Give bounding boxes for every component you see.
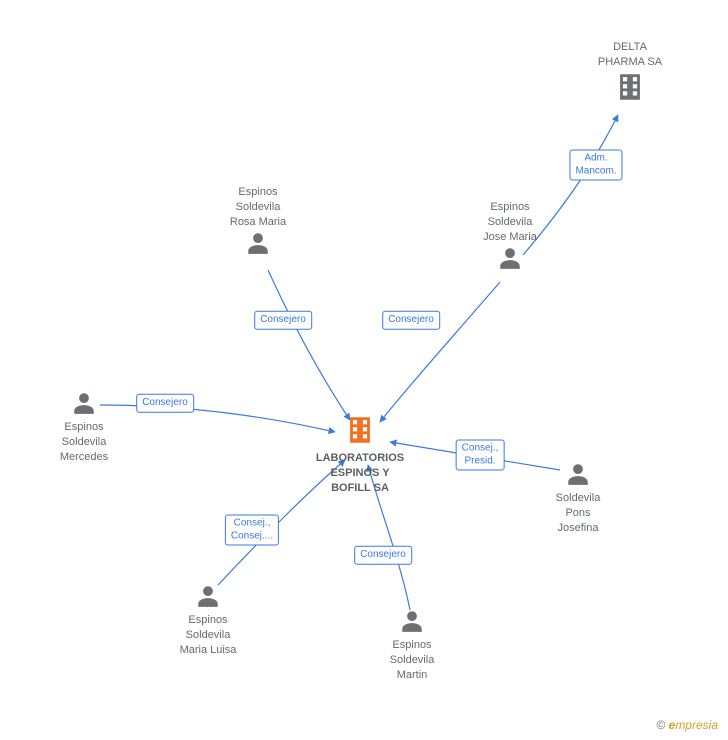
edge-jose-lab bbox=[380, 282, 500, 422]
person-icon bbox=[195, 583, 221, 609]
person-icon bbox=[565, 461, 591, 487]
building-icon bbox=[343, 413, 377, 447]
node-luisa: Espinos Soldevila Maria Luisa bbox=[148, 583, 268, 658]
node-label-mercedes: Espinos Soldevila Mercedes bbox=[24, 420, 144, 465]
edge-label-luisa-lab: Consej., Consej.... bbox=[225, 515, 279, 546]
center-company-label: LABORATORIOS ESPINOS Y BOFILL SA bbox=[300, 451, 420, 496]
edge-label-mercedes-lab: Consejero bbox=[136, 394, 194, 413]
node-label-delta: DELTA PHARMA SA bbox=[570, 40, 690, 70]
person-icon bbox=[71, 390, 97, 416]
brand-name: empresia bbox=[669, 718, 718, 732]
node-label-martin: Espinos Soldevila Martin bbox=[352, 638, 472, 683]
copyright-symbol: © bbox=[656, 718, 665, 732]
edge-label-jose-lab: Consejero bbox=[382, 311, 440, 330]
node-label-luisa: Espinos Soldevila Maria Luisa bbox=[148, 613, 268, 658]
building-icon bbox=[613, 70, 647, 104]
edge-label-jose-delta: Adm. Mancom. bbox=[569, 150, 622, 181]
node-label-rosa: Espinos Soldevila Rosa Maria bbox=[198, 185, 318, 230]
node-delta: DELTA PHARMA SA bbox=[570, 40, 690, 108]
node-josefina: Soldevila Pons Josefina bbox=[518, 461, 638, 536]
person-icon bbox=[399, 608, 425, 634]
edge-label-josefina-lab: Consej., Presid. bbox=[456, 440, 505, 471]
node-martin: Espinos Soldevila Martin bbox=[352, 608, 472, 683]
node-label-josefina: Soldevila Pons Josefina bbox=[518, 491, 638, 536]
footer-credit: © empresia bbox=[656, 718, 718, 732]
node-rosa: Espinos Soldevila Rosa Maria bbox=[198, 185, 318, 260]
node-label-jose: Espinos Soldevila Jose Maria bbox=[450, 200, 570, 245]
edge-label-rosa-lab: Consejero bbox=[254, 311, 312, 330]
node-jose: Espinos Soldevila Jose Maria bbox=[450, 200, 570, 275]
person-icon bbox=[497, 245, 523, 271]
edge-rosa-lab bbox=[268, 270, 350, 420]
person-icon bbox=[245, 230, 271, 256]
node-mercedes: Espinos Soldevila Mercedes bbox=[24, 390, 144, 465]
center-company: LABORATORIOS ESPINOS Y BOFILL SA bbox=[300, 413, 420, 496]
edge-label-martin-lab: Consejero bbox=[354, 546, 412, 565]
